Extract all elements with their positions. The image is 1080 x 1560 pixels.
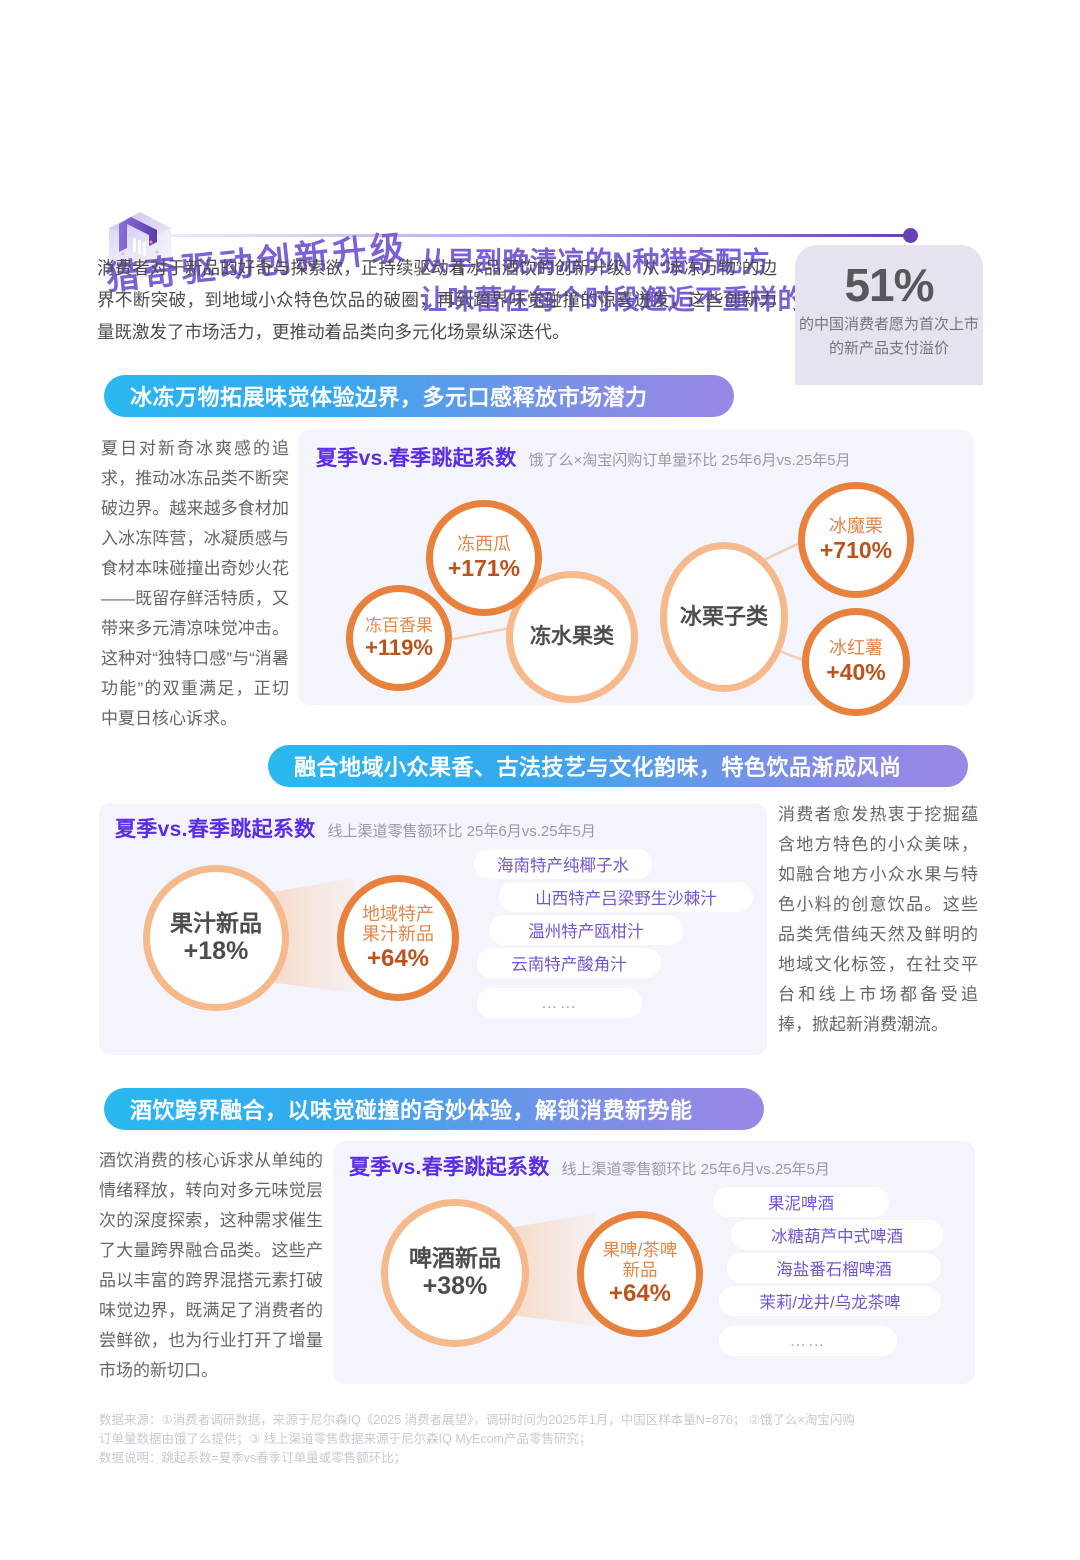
chart-panel-1: 夏季vs.春季跳起系数 饿了么×淘宝闪购订单量环比 25年6月vs.25年5月 … (298, 430, 974, 716)
list-item-example-1[interactable]: 海南特产纯椰子水 (474, 849, 652, 879)
bubble-ice-magic-chestnut-value: +710% (819, 537, 893, 564)
chart-1-title: 夏季vs.春季跳起系数 (316, 447, 517, 470)
list-item-example-4[interactable]: 云南特产酸角汁 (477, 948, 661, 978)
section-banner-1: 冰冻万物拓展味觉体验边界，多元口感释放市场潜力 (104, 375, 734, 417)
footer-bar: 饿了么 淘宝闪购 NIQ © 2025 Nielsen Consumer LLC… (0, 1480, 1080, 1536)
list-item-beer-example-2[interactable]: 冰糖葫芦中式啤酒 (731, 1220, 943, 1250)
list-item-example-2[interactable]: 山西特产吕梁野生沙棘汁 (499, 882, 753, 912)
source-note-line-3: 数据说明：跳起系数=夏季vs春季订单量或零售额环比； (99, 1451, 407, 1465)
chart-3-header: 夏季vs.春季跳起系数 线上渠道零售额环比 25年6月vs.25年5月 (349, 1151, 830, 1181)
bubble-core-ice-chestnut: 冰栗子类 (660, 542, 788, 692)
section-banner-3-label: 酒饮跨界融合，以味觉碰撞的奇妙体验，解锁消费新势能 (130, 1098, 693, 1123)
bubble-ice-sweet-potato-label: 冰红薯 (829, 638, 883, 659)
source-notes: 数据来源：①消费者调研数据，来源于尼尔森IQ《2025 消费者展望》，调研时间为… (99, 1411, 979, 1468)
intro-paragraph: 消费者对于新品的好奇与探索欲，正持续驱动着冰品酒饮的创新升级。从“冰冻万物”的边… (97, 258, 777, 342)
bubble-frozen-watermelon: 冻西瓜 +171% (426, 500, 542, 616)
bubble-regional-juice-value: +64% (366, 944, 430, 972)
bubble-regional-juice-new-products: 地域特产 果汁新品 +64% (337, 875, 459, 1001)
section-banner-2: 融合地域小众果香、古法技艺与文化韵味，特色饮品渐成风尚 (268, 745, 968, 787)
list-item-beer-example-more[interactable]: …… (719, 1326, 897, 1356)
bubble-ice-magic-chestnut-label: 冰魔栗 (829, 516, 883, 537)
stat-card: 51% 的中国消费者愿为首次上市的新产品支付溢价 (795, 245, 983, 385)
bubble-fruit-tea-beer-label-2: 新品 (622, 1260, 658, 1281)
section-banner-3: 酒饮跨界融合，以味觉碰撞的奇妙体验，解锁消费新势能 (104, 1088, 764, 1130)
list-item-example-3[interactable]: 温州特产瓯柑汁 (489, 915, 683, 945)
bubble-ice-magic-chestnut: 冰魔栗 +710% (798, 482, 914, 598)
chart-3-subtitle: 线上渠道零售额环比 25年6月vs.25年5月 (561, 1161, 830, 1178)
chart-1-header: 夏季vs.春季跳起系数 饿了么×淘宝闪购订单量环比 25年6月vs.25年5月 (316, 442, 851, 472)
chart-panel-2: 夏季vs.春季跳起系数 线上渠道零售额环比 25年6月vs.25年5月 果汁新品… (99, 803, 767, 1055)
bubble-regional-juice-label-2: 果汁新品 (362, 924, 434, 945)
bubble-fruit-tea-beer-new-products: 果啤/茶啤 新品 +64% (577, 1211, 703, 1337)
list-item-beer-example-4[interactable]: 茉莉/龙井/乌龙茶啤 (719, 1286, 941, 1316)
bubble-fruit-tea-beer-label-1: 果啤/茶啤 (602, 1240, 678, 1261)
header-rule (170, 234, 910, 237)
list-item-example-more[interactable]: …… (477, 988, 642, 1018)
list-item-beer-example-3[interactable]: 海盐番石榴啤酒 (727, 1253, 941, 1283)
stat-value: 51% (844, 259, 934, 311)
bubble-ice-sweet-potato-value: +40% (826, 659, 886, 686)
bubble-beer-new-products-label: 啤酒新品 (409, 1245, 501, 1272)
source-note-line-1: 数据来源：①消费者调研数据，来源于尼尔森IQ《2025 消费者展望》，调研时间为… (99, 1413, 855, 1427)
bubble-frozen-passionfruit: 冻百香果 +119% (346, 585, 452, 691)
stat-description: 的中国消费者愿为首次上市的新产品支付溢价 (798, 316, 979, 357)
bubble-beer-new-products: 啤酒新品 +38% (381, 1199, 529, 1347)
isometric-cube-icon (105, 208, 175, 284)
section-3-copy: 酒饮消费的核心诉求从单纯的情绪释放，转向对多元味觉层次的深度探索，这种需求催生了… (99, 1151, 323, 1380)
bubble-juice-new-products-label: 果汁新品 (170, 910, 262, 937)
bubble-frozen-watermelon-value: +171% (447, 555, 521, 582)
bubble-core-frozen-fruit-label: 冻水果类 (530, 624, 614, 648)
chart-2-header: 夏季vs.春季跳起系数 线上渠道零售额环比 25年6月vs.25年5月 (115, 813, 596, 843)
bubble-core-ice-chestnut-label: 冰栗子类 (679, 604, 768, 630)
list-item-beer-example-1[interactable]: 果泥啤酒 (713, 1187, 889, 1217)
bubble-regional-juice-label-1: 地域特产 (362, 903, 434, 924)
header-subtitle-line-1: 从早到晚清凉的N种猎奇配方 (420, 247, 770, 277)
bubble-frozen-watermelon-label: 冻西瓜 (457, 534, 511, 555)
section-1-copy: 夏日对新奇冰爽感的追求，推动冰冻品类不断突破边界。越来越多食材加入冰冻阵营，冰凝… (101, 439, 289, 728)
bubble-beer-new-products-value: +38% (422, 1271, 488, 1300)
source-note-line-2: 订单量数据由饿了么提供；③ 线上渠道零售数据来源于尼尔森IQ MyEcom产品零… (99, 1432, 592, 1446)
bubble-juice-new-products: 果汁新品 +18% (143, 865, 289, 1011)
section-2-copy: 消费者愈发热衷于挖掘蕴含地方特色的小众美味，如融合地方小众水果与特色小料的创意饮… (778, 805, 978, 1034)
chart-panel-3: 夏季vs.春季跳起系数 线上渠道零售额环比 25年6月vs.25年5月 啤酒新品… (333, 1141, 975, 1384)
bubble-frozen-passionfruit-label: 冻百香果 (365, 615, 433, 635)
chart-3-title: 夏季vs.春季跳起系数 (349, 1156, 550, 1179)
chart-1-subtitle: 饿了么×淘宝闪购订单量环比 25年6月vs.25年5月 (528, 452, 851, 469)
bubble-frozen-passionfruit-value: +119% (365, 635, 433, 661)
chart-2-subtitle: 线上渠道零售额环比 25年6月vs.25年5月 (327, 823, 596, 840)
bubble-juice-new-products-value: +18% (183, 936, 249, 965)
page-header: 猎奇驱动创新升级 从早到晚清凉的N种猎奇配方 让味蕾在每个时段邂逅不重样的冰爽滋… (0, 96, 1080, 315)
section-banner-1-label: 冰冻万物拓展味觉体验边界，多元口感释放市场潜力 (130, 385, 648, 410)
header-rule-dot (903, 228, 918, 243)
bubble-fruit-tea-beer-value: +64% (608, 1280, 672, 1308)
chart-2-title: 夏季vs.春季跳起系数 (115, 818, 316, 841)
section-banner-2-label: 融合地域小众果香、古法技艺与文化韵味，特色饮品渐成风尚 (294, 755, 902, 780)
bubble-ice-sweet-potato: 冰红薯 +40% (802, 608, 910, 716)
